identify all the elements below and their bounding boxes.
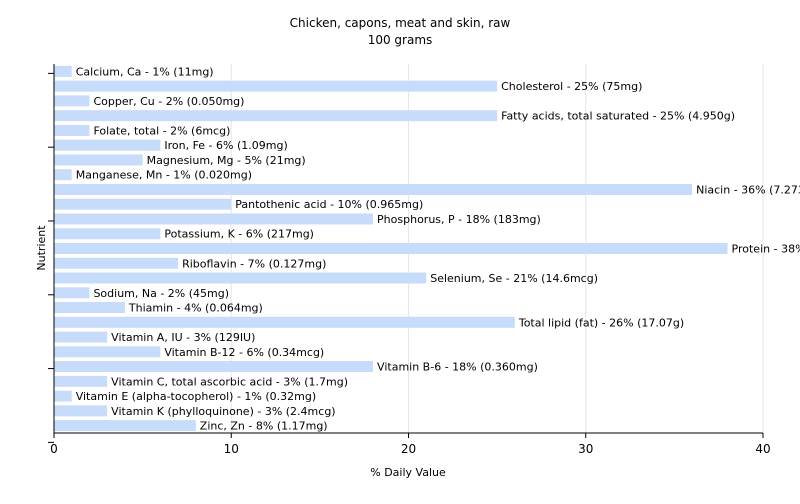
x-axis-label: % Daily Value xyxy=(370,466,446,479)
bar xyxy=(54,65,72,77)
bar xyxy=(54,346,161,358)
bar-data-label: Vitamin E (alpha-tocopherol) - 1% (0.32m… xyxy=(76,390,316,403)
bar xyxy=(54,420,196,432)
bar xyxy=(54,287,90,299)
bar-data-label: Vitamin B-6 - 18% (0.360mg) xyxy=(377,361,538,374)
bar xyxy=(54,257,179,269)
bar xyxy=(54,124,90,136)
bar xyxy=(54,198,232,210)
bar-data-label: Cholesterol - 25% (75mg) xyxy=(501,80,642,93)
bar-data-label: Copper, Cu - 2% (0.050mg) xyxy=(93,95,244,108)
bar-data-label: Magnesium, Mg - 5% (21mg) xyxy=(147,154,306,167)
chart-title: Chicken, capons, meat and skin, raw xyxy=(290,16,511,30)
bar xyxy=(54,316,515,328)
chart-subtitle: 100 grams xyxy=(368,33,433,47)
bar xyxy=(54,272,427,284)
bar-data-label: Total lipid (fat) - 26% (17.07g) xyxy=(518,316,684,329)
bar xyxy=(54,228,161,240)
bar-data-label: Protein - 38% (18.77g) xyxy=(732,243,800,256)
bar xyxy=(54,405,108,417)
bar-data-label: Thiamin - 4% (0.064mg) xyxy=(128,302,263,315)
bar xyxy=(54,110,498,122)
bar-data-label: Pantothenic acid - 10% (0.965mg) xyxy=(235,198,423,211)
bar-data-label: Vitamin K (phylloquinone) - 3% (2.4mcg) xyxy=(111,405,335,418)
bar-data-label: Selenium, Se - 21% (14.6mcg) xyxy=(430,272,598,285)
y-axis-label: Nutrient xyxy=(35,225,48,271)
bar xyxy=(54,169,72,181)
bar-data-label: Vitamin A, IU - 3% (129IU) xyxy=(111,331,255,344)
bar-labels: Calcium, Ca - 1% (11mg) Cholesterol - 25%… xyxy=(76,65,800,432)
bar-data-label: Calcium, Ca - 1% (11mg) xyxy=(76,65,214,78)
bar xyxy=(54,375,108,387)
bar xyxy=(54,302,125,314)
bar-data-label: Zinc, Zn - 8% (1.17mg) xyxy=(200,420,328,433)
bar xyxy=(54,213,374,225)
bar-data-label: Iron, Fe - 6% (1.09mg) xyxy=(164,139,287,152)
bar-data-label: Phosphorus, P - 18% (183mg) xyxy=(377,213,541,226)
bar xyxy=(54,139,161,151)
bar-data-label: Niacin - 36% (7.273mg) xyxy=(696,183,800,196)
bar-data-label: Riboflavin - 7% (0.127mg) xyxy=(182,257,326,270)
bar-data-label: Vitamin B-12 - 6% (0.34mcg) xyxy=(164,346,324,359)
x-tick-label: 0 xyxy=(50,442,58,456)
bar xyxy=(54,95,90,107)
bars xyxy=(54,65,728,432)
bar-data-label: Potassium, K - 6% (217mg) xyxy=(164,228,314,241)
bar-data-label: Vitamin C, total ascorbic acid - 3% (1.7… xyxy=(111,375,348,388)
x-tick-label: 10 xyxy=(224,442,239,456)
bar xyxy=(54,390,72,402)
x-tick-label: 20 xyxy=(401,442,416,456)
bar-data-label: Fatty acids, total saturated - 25% (4.95… xyxy=(501,110,735,123)
x-tick-label: 30 xyxy=(578,442,593,456)
bar xyxy=(54,183,693,195)
bar xyxy=(54,154,143,166)
bar xyxy=(54,80,498,92)
axes: 0 10 20 30 40 xyxy=(48,64,771,456)
bar-data-label: Manganese, Mn - 1% (0.020mg) xyxy=(76,169,252,182)
bar-data-label: Folate, total - 2% (6mcg) xyxy=(93,124,230,137)
bar xyxy=(54,361,374,373)
x-tick-label: 40 xyxy=(755,442,770,456)
bar xyxy=(54,331,108,343)
bar-data-label: Sodium, Na - 2% (45mg) xyxy=(93,287,229,300)
bar xyxy=(54,243,728,254)
